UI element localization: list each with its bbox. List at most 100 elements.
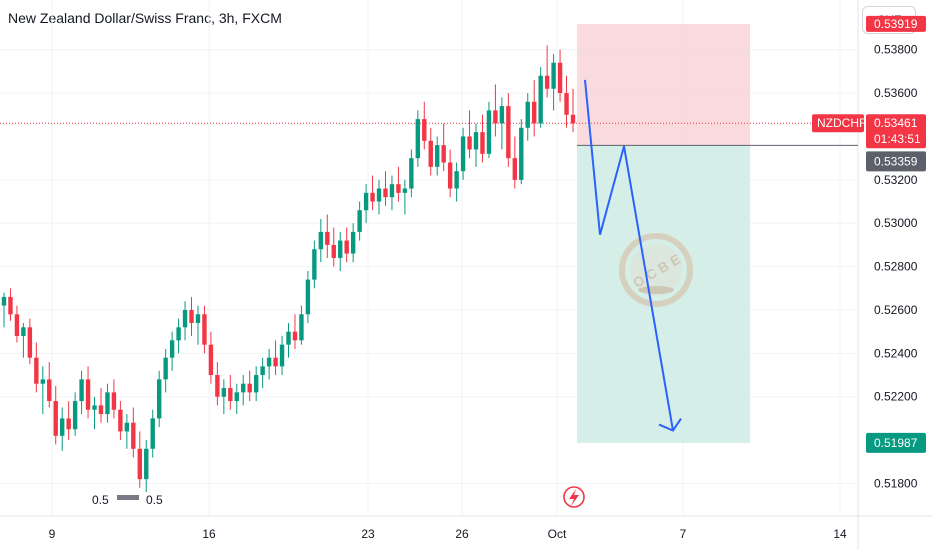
candle-body	[40, 379, 45, 384]
candle	[124, 414, 130, 449]
candle	[415, 110, 421, 167]
candle	[266, 349, 272, 380]
candle-body	[512, 158, 518, 180]
stop-price-badge[interactable]: 0.53919	[866, 15, 926, 32]
candle	[454, 162, 459, 202]
candle-body	[266, 357, 272, 367]
time-tick-label: 9	[49, 527, 56, 541]
candle	[208, 331, 214, 384]
candle	[14, 305, 20, 343]
candle-body	[338, 240, 343, 258]
candle-body	[131, 422, 136, 449]
candle	[473, 123, 479, 167]
candle	[499, 97, 505, 150]
candle	[98, 388, 104, 423]
price-tick-label: 0.53000	[874, 216, 918, 230]
candle-body	[85, 379, 91, 410]
candle	[66, 401, 71, 441]
time-axis: 9 16 23 26 Oct 7 14	[49, 527, 847, 541]
candle-body	[253, 375, 259, 393]
candle	[402, 179, 408, 215]
lightning-icon[interactable]	[563, 486, 585, 508]
watermark-logo: O C B E	[619, 233, 693, 307]
candle	[292, 314, 298, 350]
target-price-badge[interactable]: 0.51987	[866, 432, 926, 453]
candle	[260, 357, 265, 389]
candle	[422, 101, 427, 150]
candle	[350, 223, 356, 263]
candle-body	[493, 110, 498, 124]
candle	[169, 331, 175, 371]
candle	[564, 75, 569, 128]
candle	[331, 227, 336, 267]
symbol-badge[interactable]: NZDCHF	[812, 114, 866, 133]
fib-label-left: 0.5	[92, 493, 109, 507]
stop-price-label: 0.53919	[874, 17, 918, 31]
candle-body	[525, 101, 530, 128]
fib-labels[interactable]: 0.5 0.5	[92, 493, 163, 507]
candle-body	[350, 231, 356, 254]
candle	[253, 366, 259, 402]
candle-body	[344, 240, 349, 254]
candle	[493, 84, 498, 137]
candle	[53, 385, 58, 445]
candle-body	[389, 184, 395, 198]
candle-body	[8, 296, 13, 315]
candle-body	[14, 314, 20, 336]
candle	[551, 54, 556, 111]
candle	[428, 127, 433, 176]
fib-label-right: 0.5	[146, 493, 163, 507]
price-tick-label: 0.52200	[874, 390, 918, 404]
candle-body	[519, 127, 524, 180]
candle-body	[124, 422, 130, 432]
candle	[519, 119, 524, 185]
candle	[370, 175, 375, 211]
candle	[118, 401, 123, 441]
candle-body	[441, 145, 446, 163]
candle	[363, 184, 369, 224]
target-price-label: 0.51987	[874, 436, 918, 450]
candle	[299, 305, 304, 345]
candle-body	[241, 383, 246, 393]
candle	[532, 80, 537, 137]
candle-body	[460, 136, 466, 172]
candle	[357, 201, 362, 241]
candle-body	[467, 136, 472, 150]
candle	[59, 407, 65, 451]
candle	[8, 288, 13, 321]
candle	[570, 88, 576, 133]
candle-body	[318, 231, 324, 250]
fib-handle[interactable]	[117, 495, 139, 500]
current-price-badge[interactable]: 0.53461 01:43:51	[866, 114, 926, 149]
candle-body	[228, 388, 233, 402]
candle	[338, 231, 343, 271]
candle	[396, 166, 401, 202]
candle-body	[486, 110, 492, 154]
candle-body	[260, 366, 265, 376]
candle-body	[557, 62, 563, 94]
candle-body	[435, 145, 440, 167]
arrowhead-icon	[658, 417, 682, 432]
candle-body	[402, 188, 408, 193]
candle	[525, 93, 530, 141]
candle-body	[447, 162, 453, 189]
candle-body	[292, 331, 298, 341]
candle-body	[98, 405, 104, 415]
candle-body	[66, 418, 71, 430]
candle-body	[273, 357, 278, 367]
candle-body	[363, 192, 369, 211]
candle	[383, 171, 388, 206]
candle-body	[564, 93, 569, 115]
candle	[376, 179, 382, 215]
stop-loss-zone[interactable]	[577, 23, 750, 146]
candle	[137, 431, 142, 488]
entry-price-badge[interactable]: 0.53359	[866, 151, 926, 172]
candle	[72, 392, 78, 436]
projection-arrow	[584, 79, 674, 431]
candle	[105, 383, 110, 423]
candle	[441, 123, 446, 172]
time-tick-label: 16	[202, 527, 216, 541]
candle	[176, 318, 181, 354]
take-profit-zone[interactable]	[577, 145, 750, 443]
